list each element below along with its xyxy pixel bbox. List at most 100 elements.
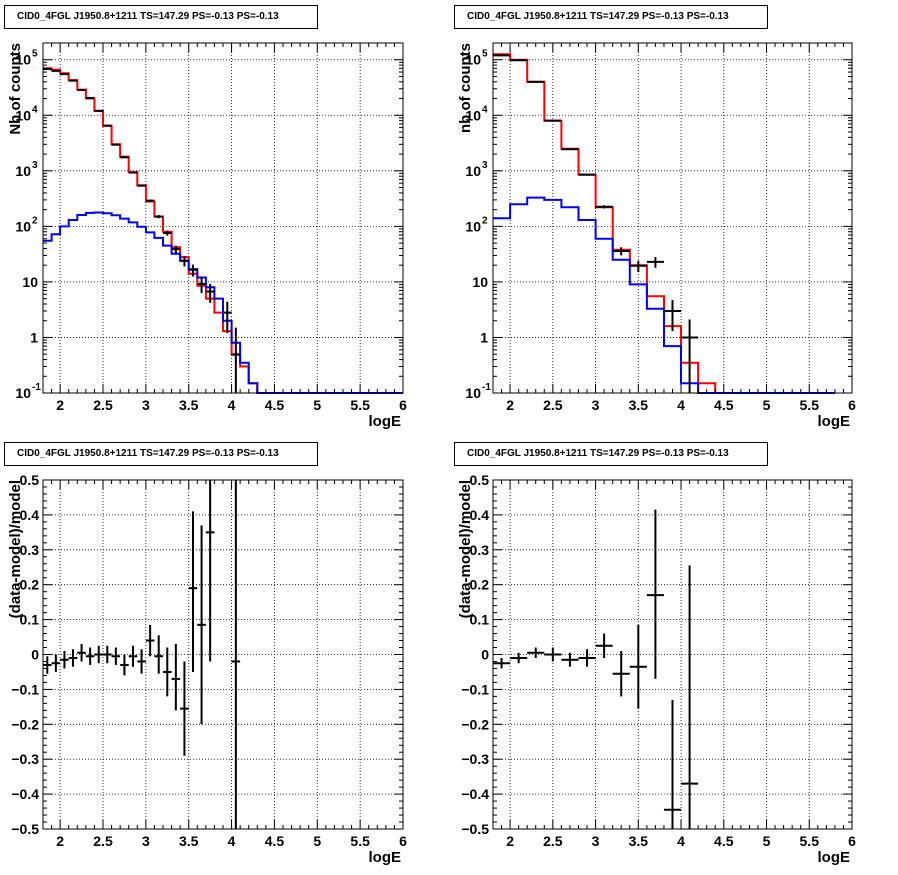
y-tick-label: 0.2: [20, 577, 40, 593]
x-tick-label: 3: [142, 833, 150, 849]
data-point: [145, 624, 155, 657]
data-point: [145, 199, 155, 202]
data-point: [103, 124, 112, 127]
data-point: [163, 230, 172, 236]
y-tick-label: 10: [465, 52, 481, 68]
y-tick-label: 0: [31, 647, 39, 663]
y-tick-exponent: 5: [482, 49, 488, 60]
data-point: [120, 156, 129, 159]
data-points: [43, 480, 241, 829]
x-tick-label: 3: [592, 397, 600, 413]
y-tick-label: 10: [465, 385, 481, 401]
y-tick-label: −0.4: [461, 786, 489, 802]
data-point: [68, 649, 78, 667]
data-point: [561, 148, 579, 151]
x-axis-label: logE: [369, 413, 402, 430]
x-axis-label: logE: [818, 413, 851, 430]
x-axis-label: logE: [369, 849, 402, 866]
x-tick-label: 5: [313, 833, 321, 849]
data-point: [120, 654, 129, 676]
x-tick-label: 5.5: [350, 397, 370, 413]
data-point: [663, 699, 682, 829]
data-point: [171, 245, 181, 254]
y-tick-exponent: 2: [32, 215, 38, 226]
x-tick-label: 5.5: [350, 833, 370, 849]
data-point: [94, 109, 103, 112]
grid: [43, 43, 403, 393]
y-tick-label: −0.1: [461, 681, 489, 697]
y-tick-label: 10: [465, 218, 481, 234]
total_model-histogram: [43, 67, 403, 394]
y-tick-label: 10: [15, 107, 31, 123]
data-point: [646, 509, 664, 679]
data-point: [231, 480, 241, 829]
data-points: [493, 509, 699, 829]
y-tick-exponent: 4: [482, 104, 488, 115]
y-axis-label: Nb of counts: [7, 43, 24, 135]
x-tick-label: 4: [228, 397, 236, 413]
x-tick-label: 3.5: [629, 397, 649, 413]
y-tick-label: −0.2: [11, 716, 39, 732]
y-tick-label: −0.5: [461, 821, 489, 837]
y-tick-label: 1: [480, 329, 488, 345]
y-tick-exponent: 4: [32, 104, 38, 115]
data-point: [60, 651, 69, 669]
y-axis: −0.5 −0.4 −0.3 −0.2 −0.1 0 0.1 0.2 0.3 0.4 0.5(dat…: [457, 472, 852, 837]
x-tick-label: 3: [592, 833, 600, 849]
x-tick-label: 2.5: [93, 397, 113, 413]
data-point: [197, 277, 206, 294]
y-tick-label: 0.1: [470, 612, 490, 628]
y-tick-exponent: 5: [32, 49, 38, 60]
x-tick-label: 3.5: [629, 833, 649, 849]
y-tick-label: 10: [465, 163, 481, 179]
data-point: [103, 645, 112, 664]
x-tick-label: 2.5: [543, 833, 563, 849]
y-tick-label: 0.5: [470, 472, 490, 488]
x-axis-label: logE: [818, 849, 851, 866]
y-tick-label: 0.2: [470, 577, 490, 593]
y-tick-label: 10: [15, 385, 31, 401]
panel-2-title: CID0_4FGL J1950.8+1211 TS=147.29 PS=-0.1…: [454, 5, 768, 29]
x-tick-label: 5: [313, 397, 321, 413]
y-tick-exponent: 3: [32, 160, 38, 171]
x-tick-label: 5.5: [800, 397, 820, 413]
data-point: [94, 645, 103, 664]
y-tick-label: 0: [481, 647, 489, 663]
data-point: [510, 652, 528, 664]
data-point: [137, 184, 146, 187]
x-tick-label: 3.5: [179, 397, 199, 413]
y-tick-label: 10: [15, 163, 31, 179]
y-tick-label: 10: [15, 52, 31, 68]
y-axis-label: nb of counts: [457, 43, 474, 133]
data-point: [663, 300, 682, 332]
y-axis-label: (data-model)/model: [7, 480, 24, 618]
data-point: [137, 649, 146, 674]
x-tick-label: 2: [56, 833, 64, 849]
y-tick-exponent: -1: [32, 382, 41, 393]
x-tick-label: 5.5: [800, 833, 820, 849]
data-point: [197, 525, 206, 725]
y-tick-label: 0.1: [20, 612, 40, 628]
data-point: [561, 652, 579, 667]
data-point: [493, 657, 511, 669]
data-point: [646, 257, 664, 268]
data-point: [128, 645, 138, 667]
data-point: [43, 656, 52, 674]
data-point: [612, 651, 630, 697]
plot-frame: [42, 42, 404, 394]
x-tick-label: 4: [228, 833, 236, 849]
data-point: [171, 644, 181, 711]
x-tick-label: 6: [399, 833, 407, 849]
data-point: [629, 624, 647, 709]
data-point: [544, 647, 562, 662]
x-tick-label: 2.5: [93, 833, 113, 849]
panel-3-title: CID0_4FGL J1950.8+1211 TS=147.29 PS=-0.1…: [4, 442, 318, 466]
panel-4: 2 2.5 3 3.5 4 4.5 5 5.5 6logE−0.5−0.4−0.3−0.2−0.…: [457, 472, 856, 866]
